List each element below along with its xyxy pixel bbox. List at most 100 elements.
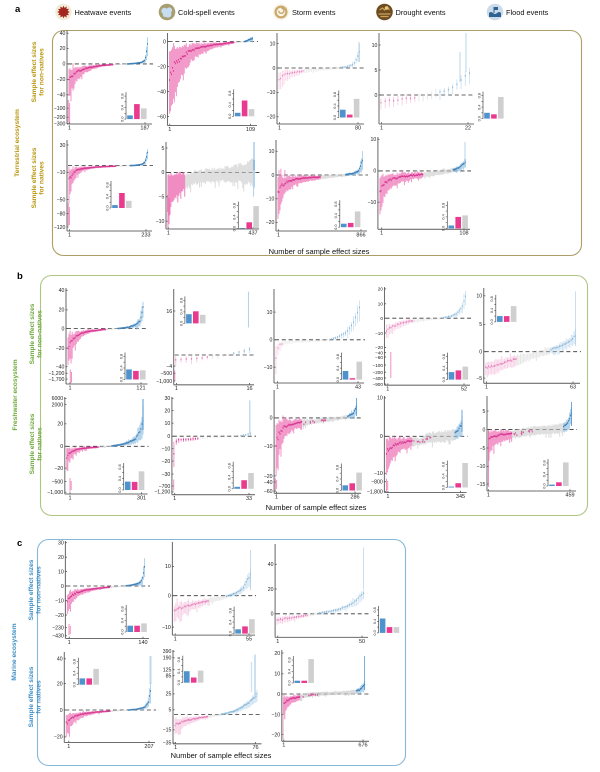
svg-text:459: 459: [565, 492, 574, 498]
svg-text:76: 76: [252, 745, 258, 751]
svg-text:40: 40: [59, 288, 65, 294]
svg-text:0.4: 0.4: [227, 101, 232, 107]
svg-text:2000: 2000: [52, 402, 64, 408]
svg-text:0.8: 0.8: [104, 182, 109, 187]
svg-text:0.4: 0.4: [541, 471, 546, 477]
svg-text:a: a: [15, 4, 21, 15]
svg-text:Freshwater ecosystem: Freshwater ecosystem: [12, 359, 19, 430]
svg-text:Sample effect sizes: Sample effect sizes: [29, 413, 36, 474]
svg-text:0.8: 0.8: [72, 659, 77, 664]
svg-text:−10: −10: [477, 464, 486, 470]
svg-text:20: 20: [59, 308, 65, 314]
svg-text:0.8: 0.8: [117, 464, 122, 469]
svg-text:−10: −10: [375, 331, 383, 336]
svg-text:−5: −5: [476, 376, 482, 382]
svg-text:40: 40: [60, 31, 66, 37]
svg-text:676: 676: [358, 743, 367, 749]
svg-text:−60: −60: [264, 489, 273, 495]
svg-text:0.8: 0.8: [232, 203, 237, 208]
svg-text:0.8: 0.8: [441, 354, 446, 359]
svg-text:−10: −10: [271, 712, 280, 718]
svg-text:0.0: 0.0: [227, 485, 232, 491]
svg-text:85: 85: [166, 674, 172, 680]
svg-text:0.8: 0.8: [476, 93, 481, 98]
svg-text:6000: 6000: [52, 396, 64, 402]
svg-text:40: 40: [57, 657, 63, 663]
svg-text:1: 1: [276, 384, 279, 390]
svg-text:for natives: for natives: [36, 680, 43, 714]
svg-text:−20: −20: [55, 613, 64, 619]
svg-text:866: 866: [356, 232, 365, 238]
svg-text:0.0: 0.0: [178, 320, 183, 326]
svg-text:0.0: 0.0: [119, 116, 124, 122]
svg-text:5: 5: [375, 68, 378, 74]
svg-text:for natives: for natives: [37, 427, 44, 461]
svg-text:0.8: 0.8: [372, 607, 377, 612]
svg-text:−30: −30: [161, 472, 170, 478]
svg-text:0.0: 0.0: [476, 115, 481, 121]
svg-text:0.0: 0.0: [232, 225, 237, 231]
svg-text:−20: −20: [267, 115, 276, 121]
svg-text:1: 1: [68, 640, 71, 646]
svg-text:−1,700: −1,700: [48, 377, 64, 383]
svg-text:−10: −10: [55, 598, 64, 604]
svg-text:0.8: 0.8: [335, 354, 340, 359]
svg-text:301: 301: [137, 495, 146, 501]
svg-text:121: 121: [136, 385, 145, 391]
svg-text:−20: −20: [375, 345, 383, 350]
svg-text:−40: −40: [57, 93, 66, 99]
svg-text:20: 20: [378, 287, 384, 292]
svg-text:Storm events: Storm events: [292, 8, 336, 17]
svg-text:−100: −100: [373, 363, 384, 368]
svg-text:−60: −60: [375, 355, 383, 360]
svg-text:50: 50: [359, 639, 365, 645]
svg-text:10: 10: [372, 43, 378, 49]
svg-text:5: 5: [169, 708, 172, 714]
svg-text:0: 0: [271, 612, 274, 618]
svg-text:0.8: 0.8: [332, 92, 337, 97]
svg-text:Drought events: Drought events: [396, 8, 446, 17]
svg-text:10: 10: [269, 149, 275, 155]
svg-text:0.8: 0.8: [178, 298, 183, 303]
svg-text:390: 390: [163, 649, 172, 655]
svg-text:−5: −5: [158, 195, 164, 201]
svg-text:0.8: 0.8: [335, 465, 340, 470]
svg-text:−10: −10: [161, 447, 170, 453]
svg-text:Sample effect sizes: Sample effect sizes: [31, 41, 38, 102]
svg-text:1: 1: [386, 387, 389, 393]
svg-text:−40: −40: [157, 89, 166, 95]
svg-text:−15: −15: [477, 482, 486, 488]
svg-text:0: 0: [63, 62, 66, 68]
svg-text:−300: −300: [54, 121, 66, 127]
svg-text:1: 1: [282, 743, 285, 749]
svg-text:−10: −10: [57, 170, 66, 176]
svg-text:20: 20: [57, 422, 63, 428]
svg-text:0: 0: [162, 170, 165, 176]
svg-text:0: 0: [61, 584, 64, 590]
svg-text:−200: −200: [54, 115, 66, 121]
svg-text:30: 30: [165, 396, 171, 402]
svg-text:0: 0: [60, 708, 63, 714]
svg-text:0.0: 0.0: [287, 679, 292, 685]
svg-text:10: 10: [270, 41, 276, 47]
svg-text:0.8: 0.8: [489, 296, 494, 301]
svg-text:−20: −20: [157, 64, 166, 70]
svg-text:−10: −10: [162, 625, 171, 631]
svg-text:−20: −20: [54, 466, 63, 472]
svg-text:0.0: 0.0: [441, 376, 446, 382]
svg-text:10: 10: [165, 564, 171, 570]
svg-text:−1,000: −1,000: [156, 379, 172, 385]
svg-text:0.8: 0.8: [227, 91, 232, 96]
svg-text:Number of sample effect sizes: Number of sample effect sizes: [269, 247, 370, 256]
svg-text:0: 0: [270, 416, 273, 422]
svg-text:1: 1: [68, 125, 71, 131]
svg-text:0.8: 0.8: [333, 201, 338, 206]
svg-text:−500: −500: [52, 479, 64, 485]
svg-text:0.0: 0.0: [335, 376, 340, 382]
svg-text:−20: −20: [54, 735, 63, 741]
svg-text:0.4: 0.4: [372, 618, 377, 624]
svg-text:−10: −10: [267, 90, 276, 96]
svg-text:0.4: 0.4: [441, 213, 446, 219]
svg-text:1: 1: [68, 385, 71, 391]
svg-text:80: 80: [355, 125, 361, 131]
